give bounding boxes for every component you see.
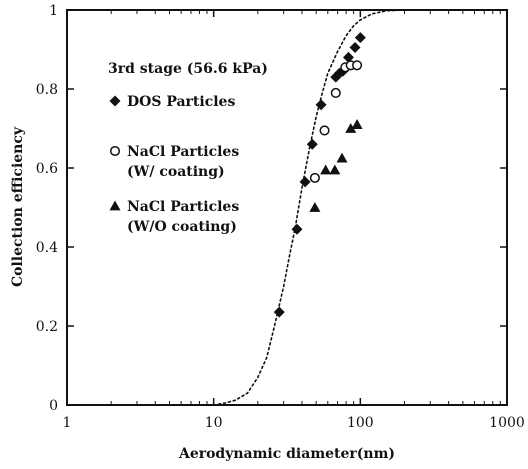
nacl-uncoated-point — [320, 164, 332, 175]
y-tick-label: 0.4 — [36, 240, 58, 256]
y-tick-label: 0.8 — [36, 82, 58, 98]
dos-point — [306, 138, 318, 150]
x-tick-label: 100 — [347, 415, 374, 431]
legend-marker-nacl-uncoated-point — [109, 200, 121, 211]
y-tick-label: 0 — [49, 398, 58, 414]
dos-point — [315, 99, 327, 111]
legend-label: NaCl Particles — [127, 144, 239, 160]
x-tick-label: 1 — [63, 415, 72, 431]
plot-frame — [66, 9, 508, 406]
y-tick-label: 0.2 — [36, 319, 58, 335]
data-points-group — [273, 32, 366, 318]
nacl-coated-point — [309, 172, 320, 183]
y-axis-label: Collection efficiency — [10, 126, 26, 287]
dos-point — [349, 42, 361, 54]
legend-label: NaCl Particles — [127, 199, 239, 215]
nacl-uncoated-point — [336, 152, 348, 163]
chart-title: 3rd stage (56.6 kPa) — [108, 61, 268, 77]
nacl-uncoated-point — [309, 202, 321, 212]
legend-label-line2: (W/O coating) — [127, 219, 237, 235]
dos-point — [299, 176, 311, 188]
nacl-uncoated-point — [345, 123, 357, 133]
y-tick-label: 0.6 — [36, 161, 58, 177]
dos-point — [354, 32, 366, 44]
dos-point — [342, 51, 354, 63]
nacl-coated-point — [319, 125, 330, 136]
legend-marker-nacl-coated-point — [109, 145, 121, 157]
dos-point — [273, 306, 285, 318]
nacl-uncoated-point — [351, 119, 363, 129]
nacl-coated-point — [352, 60, 363, 71]
nacl-coated-point — [330, 87, 341, 98]
axis-ticks: 1 10 100 1000 0 0.2 0.4 0.6 0.8 1 — [36, 3, 525, 431]
nacl-uncoated-point — [329, 164, 341, 175]
legend-label: DOS Particles — [127, 94, 235, 110]
x-tick-label: 1000 — [489, 415, 525, 431]
legend-label-line2: (W/ coating) — [127, 164, 225, 180]
fit-curve-group — [212, 9, 406, 406]
x-axis-label: Aerodynamic diameter(nm) — [178, 446, 395, 462]
x-tick-label: 10 — [205, 415, 223, 431]
y-tick-label: 1 — [49, 3, 58, 19]
legend: 3rd stage (56.6 kPa) DOS Particles NaCl Pa… — [108, 61, 268, 235]
fit-curve — [212, 9, 406, 406]
legend-marker-dos-point — [109, 95, 121, 107]
dos-point — [291, 223, 303, 235]
